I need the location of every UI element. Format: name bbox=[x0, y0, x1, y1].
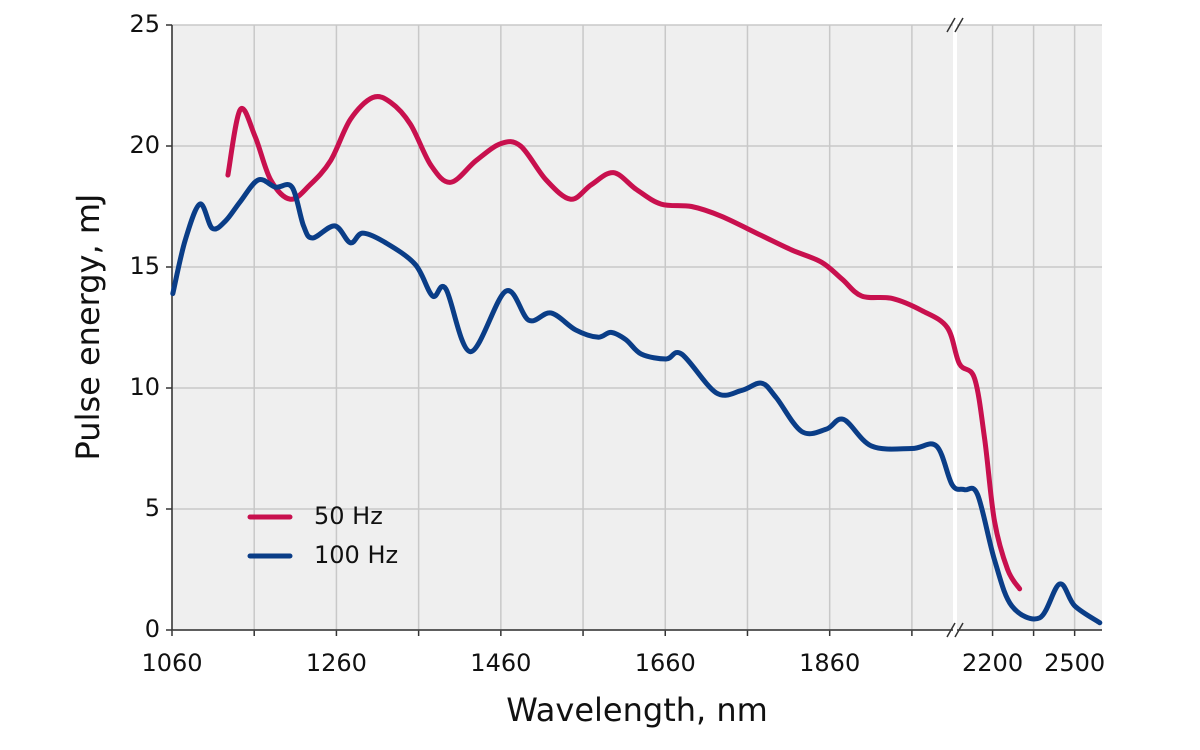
y-tick-label: 10 bbox=[129, 373, 160, 401]
plot-area bbox=[172, 25, 1102, 630]
x-tick-label: 1860 bbox=[799, 649, 860, 677]
y-axis-label: Pulse energy, mJ bbox=[69, 194, 107, 461]
y-tick-label: 20 bbox=[129, 131, 160, 159]
legend-label: 50 Hz bbox=[314, 502, 383, 530]
x-tick-label: 1260 bbox=[306, 649, 367, 677]
axis-break bbox=[953, 21, 957, 634]
y-tick-label: 0 bbox=[145, 615, 160, 643]
x-tick-label: 2500 bbox=[1044, 649, 1105, 677]
x-axis-label: Wavelength, nm bbox=[506, 691, 768, 729]
legend-label: 100 Hz bbox=[314, 541, 398, 569]
x-tick-label: 1660 bbox=[635, 649, 696, 677]
y-tick-label: 25 bbox=[129, 10, 160, 38]
break-mark bbox=[946, 17, 956, 33]
break-mark bbox=[946, 622, 956, 638]
series-line bbox=[225, 94, 1023, 592]
series-line bbox=[170, 176, 1103, 626]
x-tick-label: 1060 bbox=[141, 649, 202, 677]
break-mark bbox=[954, 17, 964, 33]
x-tick-label: 2200 bbox=[962, 649, 1023, 677]
y-tick-label: 5 bbox=[145, 494, 160, 522]
break-mark bbox=[954, 622, 964, 638]
y-tick-label: 15 bbox=[129, 252, 160, 280]
x-tick-label: 1460 bbox=[470, 649, 531, 677]
